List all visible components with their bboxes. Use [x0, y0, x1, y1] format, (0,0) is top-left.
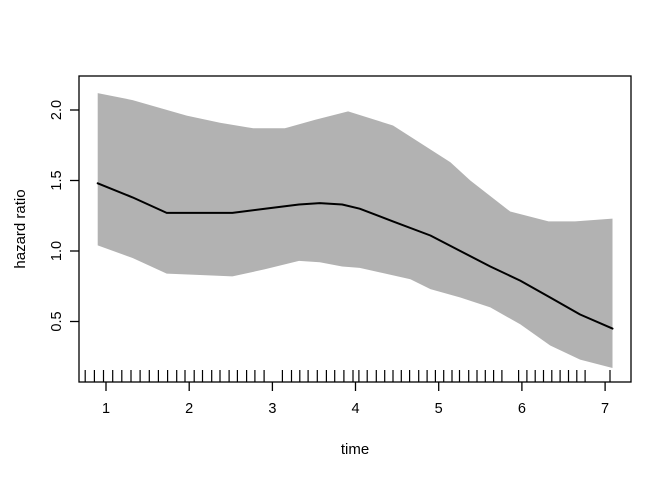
x-tick-label: 5	[435, 401, 443, 417]
y-axis: 0.5 1.0 1.5 2.0	[49, 100, 79, 332]
confidence-band	[97, 93, 613, 368]
y-tick-label: 1.5	[49, 170, 65, 190]
x-tick-label: 2	[185, 401, 193, 417]
x-tick-label: 3	[268, 401, 276, 417]
y-tick-label: 0.5	[49, 311, 65, 331]
y-tick-label: 2.0	[49, 100, 65, 120]
y-tick-label: 1.0	[49, 241, 65, 261]
chart-layers: 1 2 3 4 5 6 7 0.5 1.0 1.5 2.0	[49, 75, 632, 417]
x-tick-label: 1	[102, 401, 110, 417]
hazard-curve	[96, 182, 614, 330]
x-tick-label: 7	[601, 401, 609, 417]
x-axis: 1 2 3 4 5 6 7	[102, 382, 609, 417]
x-tick-label: 4	[351, 401, 359, 417]
rug-ticks	[84, 370, 611, 382]
y-axis-label: hazard ratio	[12, 189, 29, 268]
x-axis-label: time	[341, 441, 369, 458]
x-tick-label: 6	[518, 401, 526, 417]
